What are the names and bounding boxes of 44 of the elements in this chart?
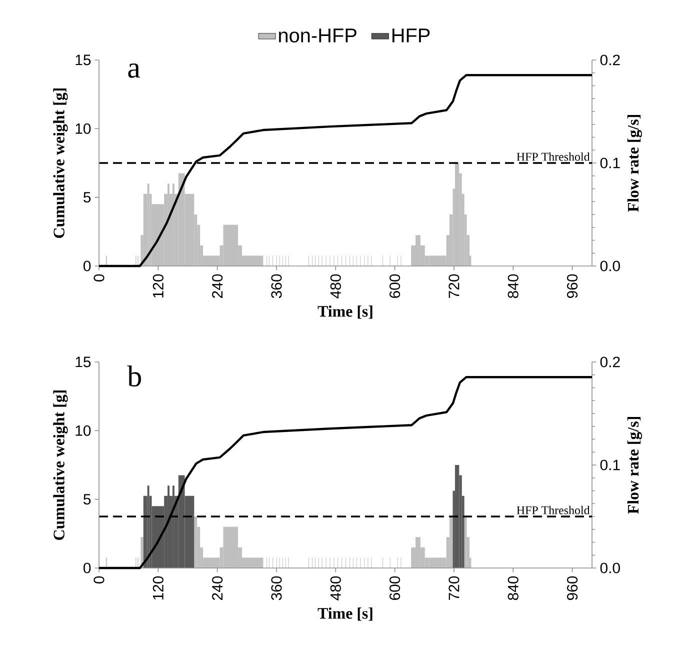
x-tick-label: 120 (152, 274, 164, 298)
y2-tick-label: 0.1 (600, 158, 620, 168)
y2-tick-label: 0.2 (600, 356, 620, 368)
x-tick-label: 360 (271, 274, 282, 298)
x-tick-label: 960 (566, 274, 578, 298)
y-tick-label: 10 (76, 425, 91, 436)
y-axis-title: Cumulative weight [g] (53, 390, 68, 540)
x-tick-label: 360 (271, 576, 282, 600)
x-axis-title: Time [s] (318, 306, 372, 319)
y2-axis-title: Flow rate [g/s] (627, 417, 642, 514)
y2-tick-label: 0.1 (600, 460, 620, 470)
y-tick-label: 5 (84, 192, 91, 203)
x-tick-label: 480 (330, 576, 341, 600)
y-tick-label: 0 (84, 562, 91, 574)
ref-line-label: HFP Threshold (516, 152, 590, 161)
x-tick-label: 600 (390, 576, 400, 600)
annotation: a (128, 63, 140, 78)
x-tick-label: 0 (94, 576, 104, 584)
y-tick-label: 15 (76, 54, 91, 66)
x-tick-label: 840 (508, 576, 518, 600)
legend-label: non-HFP (279, 28, 356, 42)
annotation: b (127, 366, 141, 387)
y2-tick-label: 0.2 (600, 54, 620, 66)
y2-tick-label: 0.0 (600, 260, 620, 272)
x-tick-label: 720 (448, 576, 460, 600)
x-tick-label: 0 (94, 274, 104, 282)
ref-line-label: HFP Threshold (516, 506, 590, 514)
y-axis-title: Cumulative weight [g] (53, 88, 68, 238)
y-tick-label: 10 (76, 123, 91, 134)
x-tick-label: 960 (566, 576, 578, 600)
y2-tick-label: 0.0 (600, 562, 620, 574)
x-tick-label: 600 (390, 274, 400, 298)
x-tick-label: 120 (152, 576, 164, 600)
x-tick-label: 840 (508, 274, 518, 298)
y-tick-label: 5 (84, 494, 91, 505)
x-tick-label: 480 (330, 274, 341, 298)
legend-label: HFP (392, 28, 430, 42)
x-tick-label: 240 (212, 576, 223, 600)
x-tick-label: 240 (212, 274, 223, 298)
y2-axis-title: Flow rate [g/s] (627, 115, 642, 212)
y-tick-label: 15 (76, 356, 91, 368)
x-tick-label: 720 (448, 274, 460, 298)
x-axis-title: Time [s] (318, 608, 372, 621)
y-tick-label: 0 (84, 260, 91, 272)
